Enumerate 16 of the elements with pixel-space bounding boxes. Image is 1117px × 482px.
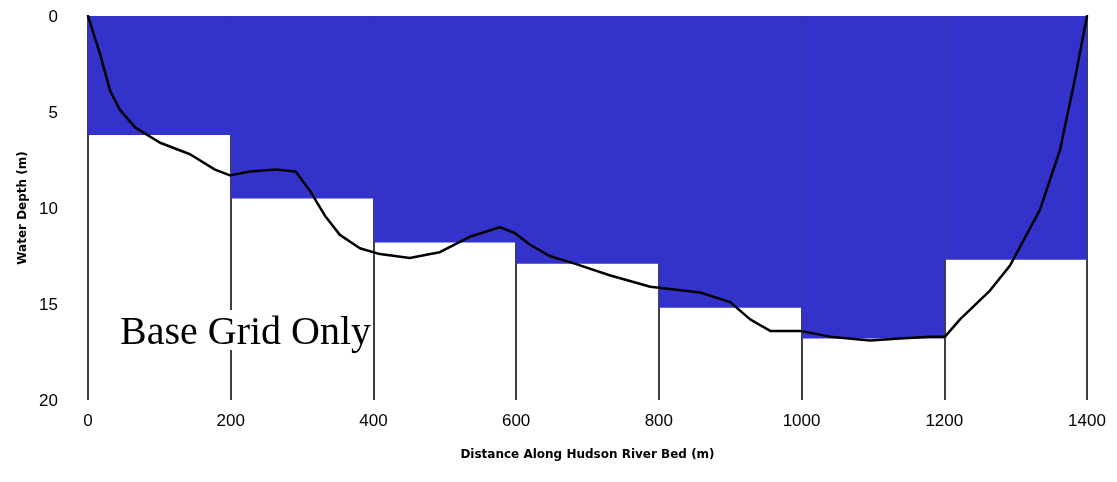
x-tick-label: 800	[644, 411, 674, 430]
x-tick-label: 400	[359, 411, 388, 430]
x-tick-label: 600	[501, 411, 531, 430]
x-tick-label: 1200	[925, 411, 964, 430]
x-tick-label: 200	[216, 411, 245, 430]
y-axis-title: Water Depth (m)	[15, 151, 30, 265]
x-axis-title: Distance Along Hudson River Bed (m)	[460, 447, 715, 461]
x-tick-label: 1000	[782, 411, 821, 430]
y-tick-label: 20	[39, 390, 58, 410]
y-tick-label: 0	[48, 6, 58, 26]
y-tick-label: 15	[39, 294, 58, 314]
y-tick-label: 10	[39, 198, 58, 218]
y-tick-label: 5	[48, 102, 58, 122]
x-tick-label: 0	[83, 411, 93, 430]
annotation: Base Grid Only	[120, 307, 372, 353]
x-tick-label: 1400	[1068, 411, 1106, 430]
